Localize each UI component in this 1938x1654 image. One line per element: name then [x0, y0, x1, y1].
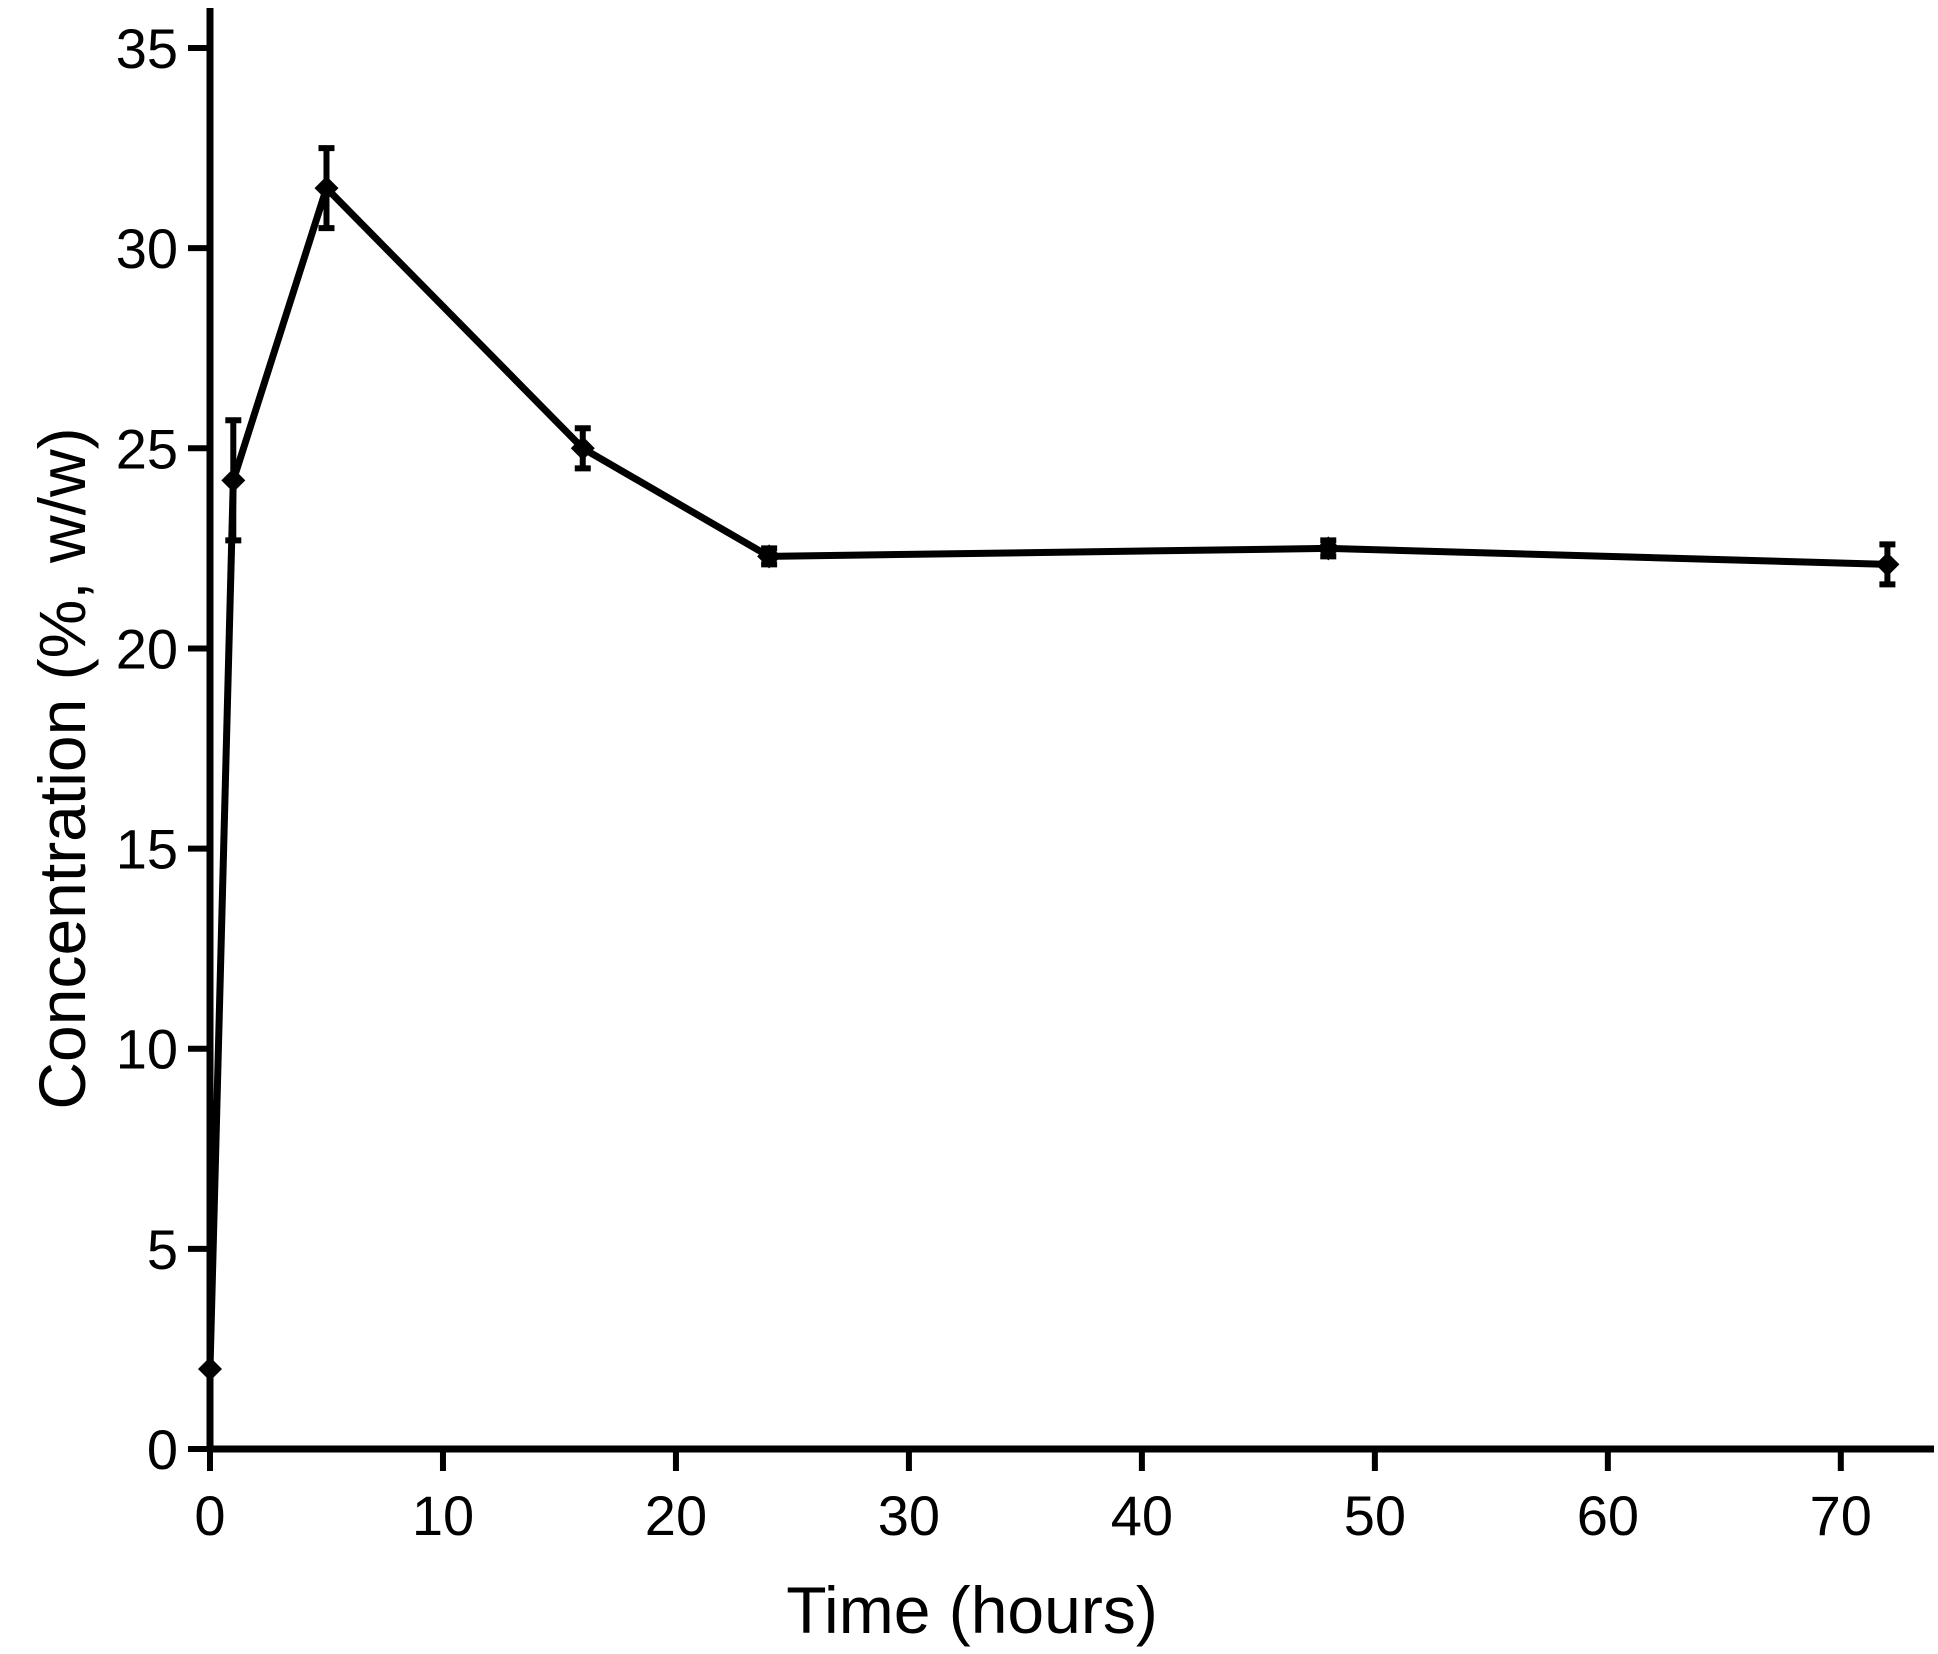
data-point	[757, 544, 782, 569]
x-tick-label: 60	[1577, 1484, 1639, 1547]
y-tick-label: 35	[116, 17, 178, 80]
data-point	[1316, 536, 1341, 561]
x-tick-label: 70	[1810, 1484, 1872, 1547]
y-tick-label: 25	[116, 417, 178, 480]
y-tick-label: 20	[116, 617, 178, 680]
ticks: 0 5 10 15 20 25 30 35 0 10 20 30 40 50 60 70	[116, 17, 1872, 1547]
data-point	[1875, 552, 1900, 577]
series-line	[206, 184, 1888, 1370]
data-point	[198, 1356, 222, 1381]
y-tick-label: 10	[116, 1018, 178, 1081]
y-axis-title: Concentration (%, w/w)	[25, 427, 99, 1109]
y-tick-label: 5	[147, 1218, 178, 1281]
x-tick-label: 20	[645, 1484, 707, 1547]
data-point	[314, 176, 339, 201]
y-tick-label: 15	[116, 818, 178, 881]
x-tick-label: 50	[1344, 1484, 1406, 1547]
x-tick-label: 10	[412, 1484, 474, 1547]
x-axis-title: Time (hours)	[786, 1573, 1158, 1647]
x-tick-label: 40	[1111, 1484, 1173, 1547]
y-tick-label: 30	[116, 217, 178, 280]
axes	[206, 8, 1934, 1453]
x-tick-label: 30	[878, 1484, 940, 1547]
x-tick-label: 0	[194, 1484, 225, 1547]
data-point	[570, 436, 595, 461]
y-tick-label: 0	[147, 1418, 178, 1481]
data-point	[221, 468, 246, 493]
data-series	[198, 145, 1900, 1381]
